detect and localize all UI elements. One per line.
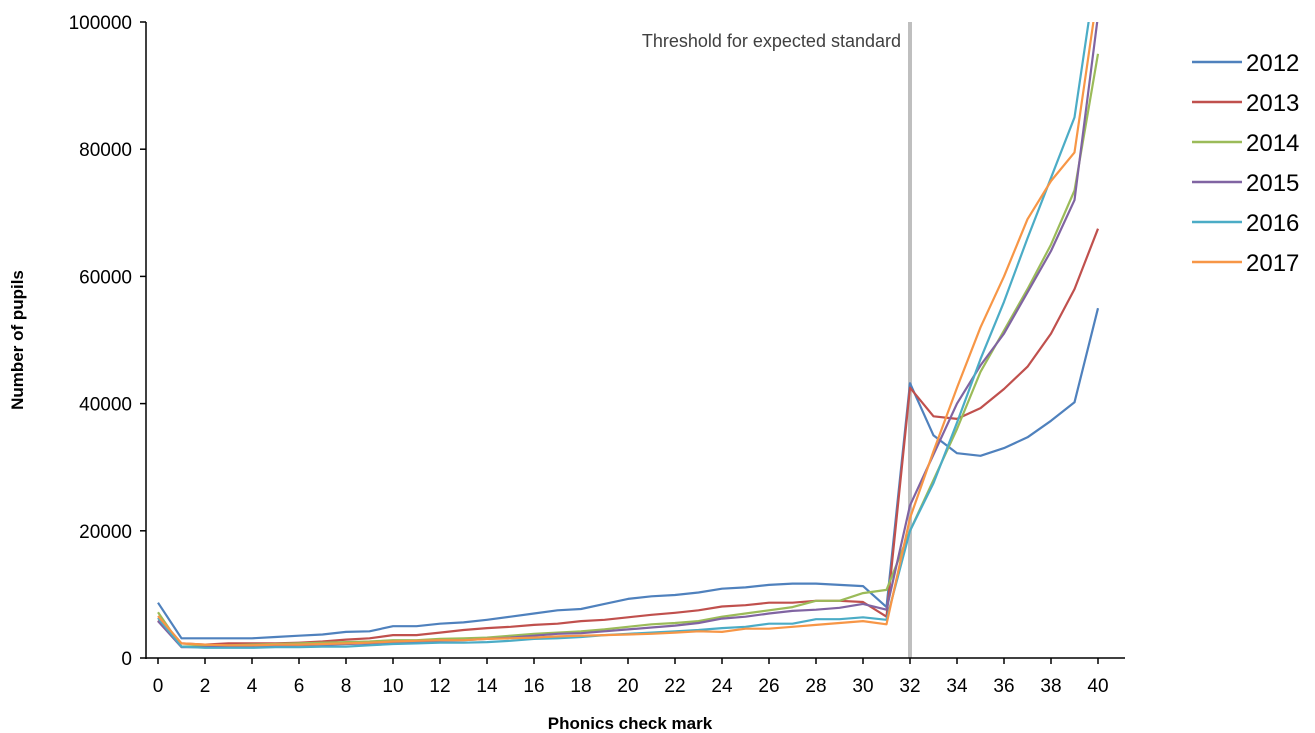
threshold-label: Threshold for expected standard	[642, 31, 901, 51]
y-tick-label: 100000	[69, 13, 132, 34]
x-tick-label: 4	[247, 676, 258, 697]
x-tick-label: 28	[805, 676, 826, 697]
y-tick-label: 40000	[79, 395, 132, 416]
x-tick-label: 34	[946, 676, 968, 697]
y-tick-label: 0	[121, 649, 132, 670]
series-line-2017	[157, 22, 1095, 647]
series-line-2016	[157, 22, 1090, 649]
series-line-2013	[157, 228, 1100, 646]
x-tick-label: 22	[664, 676, 685, 697]
y-axis-title: Number of pupils	[8, 270, 27, 410]
x-tick-label: 32	[899, 676, 920, 697]
x-tick-label: 40	[1087, 676, 1108, 697]
legend-label-2012: 2012	[1246, 50, 1299, 77]
x-tick-label: 14	[476, 676, 498, 697]
series-line-2014	[157, 53, 1100, 648]
legend-label-2016: 2016	[1246, 210, 1299, 237]
x-tick-label: 18	[570, 676, 591, 697]
y-tick-label: 80000	[79, 140, 132, 161]
x-tick-label: 36	[993, 676, 1014, 697]
x-tick-label: 10	[382, 676, 403, 697]
series-line-2012	[157, 307, 1100, 640]
series-line-2015	[157, 22, 1099, 649]
x-tick-label: 2	[200, 676, 211, 697]
x-tick-label: 8	[341, 676, 352, 697]
x-tick-label: 16	[523, 676, 544, 697]
x-axis-title: Phonics check mark	[548, 714, 713, 733]
legend-label-2015: 2015	[1246, 170, 1299, 197]
x-tick-label: 20	[617, 676, 638, 697]
legend-label-2014: 2014	[1246, 130, 1299, 157]
legend-label-2013: 2013	[1246, 90, 1299, 117]
x-tick-label: 24	[711, 676, 733, 697]
x-tick-label: 38	[1040, 676, 1061, 697]
x-tick-label: 0	[153, 676, 164, 697]
y-tick-label: 20000	[79, 522, 132, 543]
y-tick-label: 60000	[79, 267, 132, 288]
legend-label-2017: 2017	[1246, 250, 1299, 277]
legend: 2012 2013 2014 2015 2016 2017	[1192, 50, 1299, 277]
x-tick-label: 26	[758, 676, 779, 697]
x-tick-label: 30	[852, 676, 873, 697]
x-tick-label: 6	[294, 676, 305, 697]
x-tick-label: 12	[429, 676, 450, 697]
